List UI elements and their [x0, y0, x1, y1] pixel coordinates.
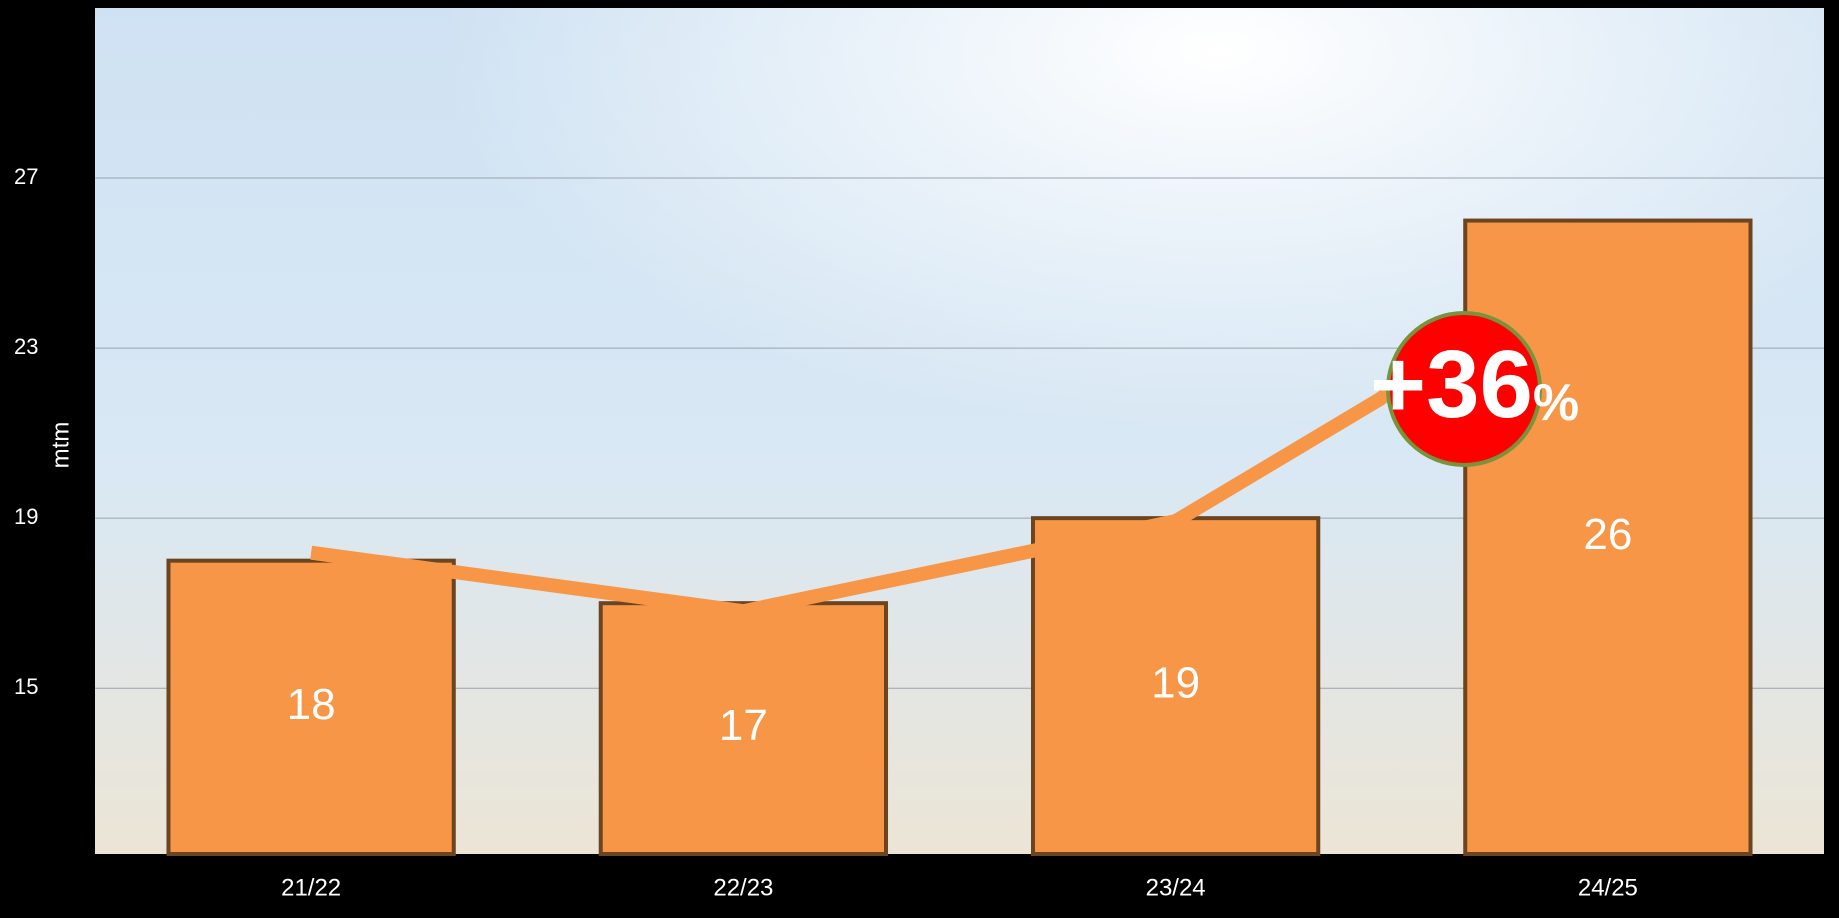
y-tick-label: 27	[14, 164, 38, 189]
x-tick-label: 21/22	[281, 874, 341, 901]
y-tick-label: 15	[14, 674, 38, 699]
y-axis-label: mtm	[47, 422, 74, 469]
annotation-unit: %	[1533, 374, 1579, 432]
chart: mtm 15 19 23 27 21/22 18 22/23 17 23/24 19 24/25 2…	[0, 0, 1839, 918]
y-tick-label: 23	[14, 334, 38, 359]
x-tick-label: 24/25	[1578, 874, 1638, 901]
x-tick-label: 23/24	[1146, 874, 1206, 901]
bar-value-label: 19	[1151, 659, 1200, 708]
annotation-value: +36	[1370, 331, 1533, 438]
bar-value-label: 26	[1583, 510, 1632, 559]
bar-value-label: 18	[287, 680, 336, 729]
y-tick-label: 19	[14, 504, 38, 529]
bar-value-label: 17	[719, 701, 768, 750]
x-tick-label: 22/23	[713, 874, 773, 901]
